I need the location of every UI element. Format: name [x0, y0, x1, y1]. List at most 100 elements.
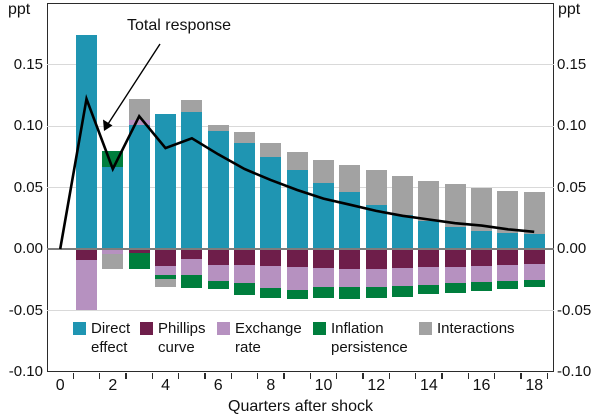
x-tick-label-8: 8	[266, 377, 276, 394]
y-tick-label-left: 0.05	[13, 178, 43, 196]
x-tick-label-16: 16	[472, 377, 491, 394]
bar-q10-exchange	[313, 268, 335, 287]
y-tick-label-left: 0.15	[13, 55, 43, 73]
bar-q18-inflation	[523, 279, 545, 288]
x-tick	[546, 373, 549, 379]
bar-q13-inflation	[392, 285, 414, 297]
bar-q4-inflation	[155, 275, 177, 280]
x-tick-label-10: 10	[314, 377, 333, 394]
bar-q9-direct	[286, 170, 308, 249]
x-tick	[414, 373, 417, 379]
x-tick-label-6: 6	[213, 377, 223, 394]
bar-q7-phillips	[234, 249, 256, 265]
bar-q2-interactions	[102, 253, 124, 269]
x-tick-label-12: 12	[367, 377, 386, 394]
bar-q3-inflation	[128, 252, 150, 269]
legend-label-inflation: Inflation persistence	[331, 320, 408, 356]
bar-q16-inflation	[471, 282, 493, 292]
bar-q15-exchange	[444, 266, 466, 284]
bar-q5-direct	[181, 112, 203, 249]
bar-q9-interactions	[286, 151, 308, 171]
bar-q8-phillips	[260, 249, 282, 267]
bar-q3-exchange	[128, 119, 150, 125]
y-tick-label-right: -0.10	[557, 363, 592, 380]
bar-q6-phillips	[207, 249, 229, 265]
x-tick	[467, 373, 470, 379]
bar-q12-interactions	[365, 170, 387, 205]
x-tick	[362, 373, 364, 379]
bar-q10-interactions	[313, 160, 335, 183]
y-tick-label-left: 0.00	[13, 240, 43, 257]
bar-q5-interactions	[181, 100, 203, 113]
x-tick	[256, 373, 259, 379]
bar-q14-exchange	[418, 267, 440, 285]
y-tick-label-left: 0.10	[13, 117, 43, 134]
bar-q1-direct	[76, 34, 97, 249]
bar-q14-phillips	[418, 249, 440, 268]
legend-label-interactions: Interactions	[437, 320, 515, 337]
y-axis-unit-right: ppt	[558, 1, 581, 18]
bar-q11-interactions	[339, 165, 361, 193]
bar-q18-exchange	[523, 264, 545, 280]
x-tick	[441, 373, 443, 379]
bar-q16-phillips	[471, 249, 493, 267]
bar-q12-inflation	[365, 286, 387, 299]
x-tick-label-18: 18	[525, 377, 544, 394]
bar-q18-interactions	[523, 192, 545, 235]
bar-q18-phillips	[523, 249, 545, 265]
bar-q2-direct	[102, 166, 124, 249]
x-tick	[98, 373, 101, 379]
zero-line	[47, 248, 554, 250]
bar-q12-direct	[365, 204, 387, 249]
bar-q4-exchange	[155, 266, 177, 276]
bar-q4-interactions	[155, 279, 177, 287]
y-tick-label-right: 0.10	[557, 117, 587, 134]
bar-q9-inflation	[286, 289, 308, 300]
x-tick	[72, 373, 75, 379]
bar-q8-inflation	[260, 288, 282, 299]
bar-q1-phillips	[76, 249, 97, 261]
direct-swatch-icon	[73, 322, 86, 335]
bar-q3-phillips	[128, 249, 150, 253]
bar-q18-direct	[523, 234, 545, 249]
bar-q10-inflation	[313, 286, 335, 298]
y-tick-label-left: -0.10	[8, 363, 43, 380]
gridline-0.15	[47, 64, 554, 65]
y-tick-label-left: -0.05	[8, 301, 43, 319]
gridline-0.10	[47, 125, 554, 127]
interactions-swatch-icon	[419, 322, 432, 335]
bar-q9-exchange	[286, 267, 308, 290]
bar-q17-exchange	[497, 264, 519, 281]
bar-q11-inflation	[339, 287, 361, 299]
x-tick	[230, 373, 233, 379]
bar-q16-direct	[471, 230, 493, 249]
bar-q14-direct	[418, 220, 440, 249]
bar-q17-phillips	[497, 249, 519, 265]
bar-q3-interactions	[128, 98, 150, 120]
y-tick-label-right: 0.15	[557, 55, 587, 73]
bar-q8-exchange	[260, 266, 282, 289]
bar-q8-direct	[260, 156, 282, 249]
bar-q9-phillips	[286, 249, 308, 268]
bar-q10-phillips	[313, 249, 335, 269]
bar-q15-phillips	[444, 249, 466, 267]
bar-q15-direct	[444, 226, 466, 249]
phillips-swatch-icon	[140, 322, 153, 335]
bar-q11-phillips	[339, 249, 361, 270]
bar-q4-phillips	[155, 249, 177, 267]
bar-q7-interactions	[234, 132, 256, 144]
bar-q3-direct	[128, 124, 150, 249]
legend-label-exchange: Exchange rate	[235, 320, 302, 356]
bar-q14-inflation	[418, 284, 440, 295]
bar-q8-interactions	[260, 143, 282, 157]
total-response-arrow	[107, 43, 161, 125]
bar-q6-interactions	[207, 124, 229, 131]
bar-q13-direct	[392, 214, 414, 249]
bar-q6-inflation	[207, 280, 229, 289]
bar-q17-direct	[497, 233, 519, 249]
x-tick	[204, 373, 206, 379]
bar-q7-inflation	[234, 283, 256, 295]
bar-q14-interactions	[418, 181, 440, 221]
